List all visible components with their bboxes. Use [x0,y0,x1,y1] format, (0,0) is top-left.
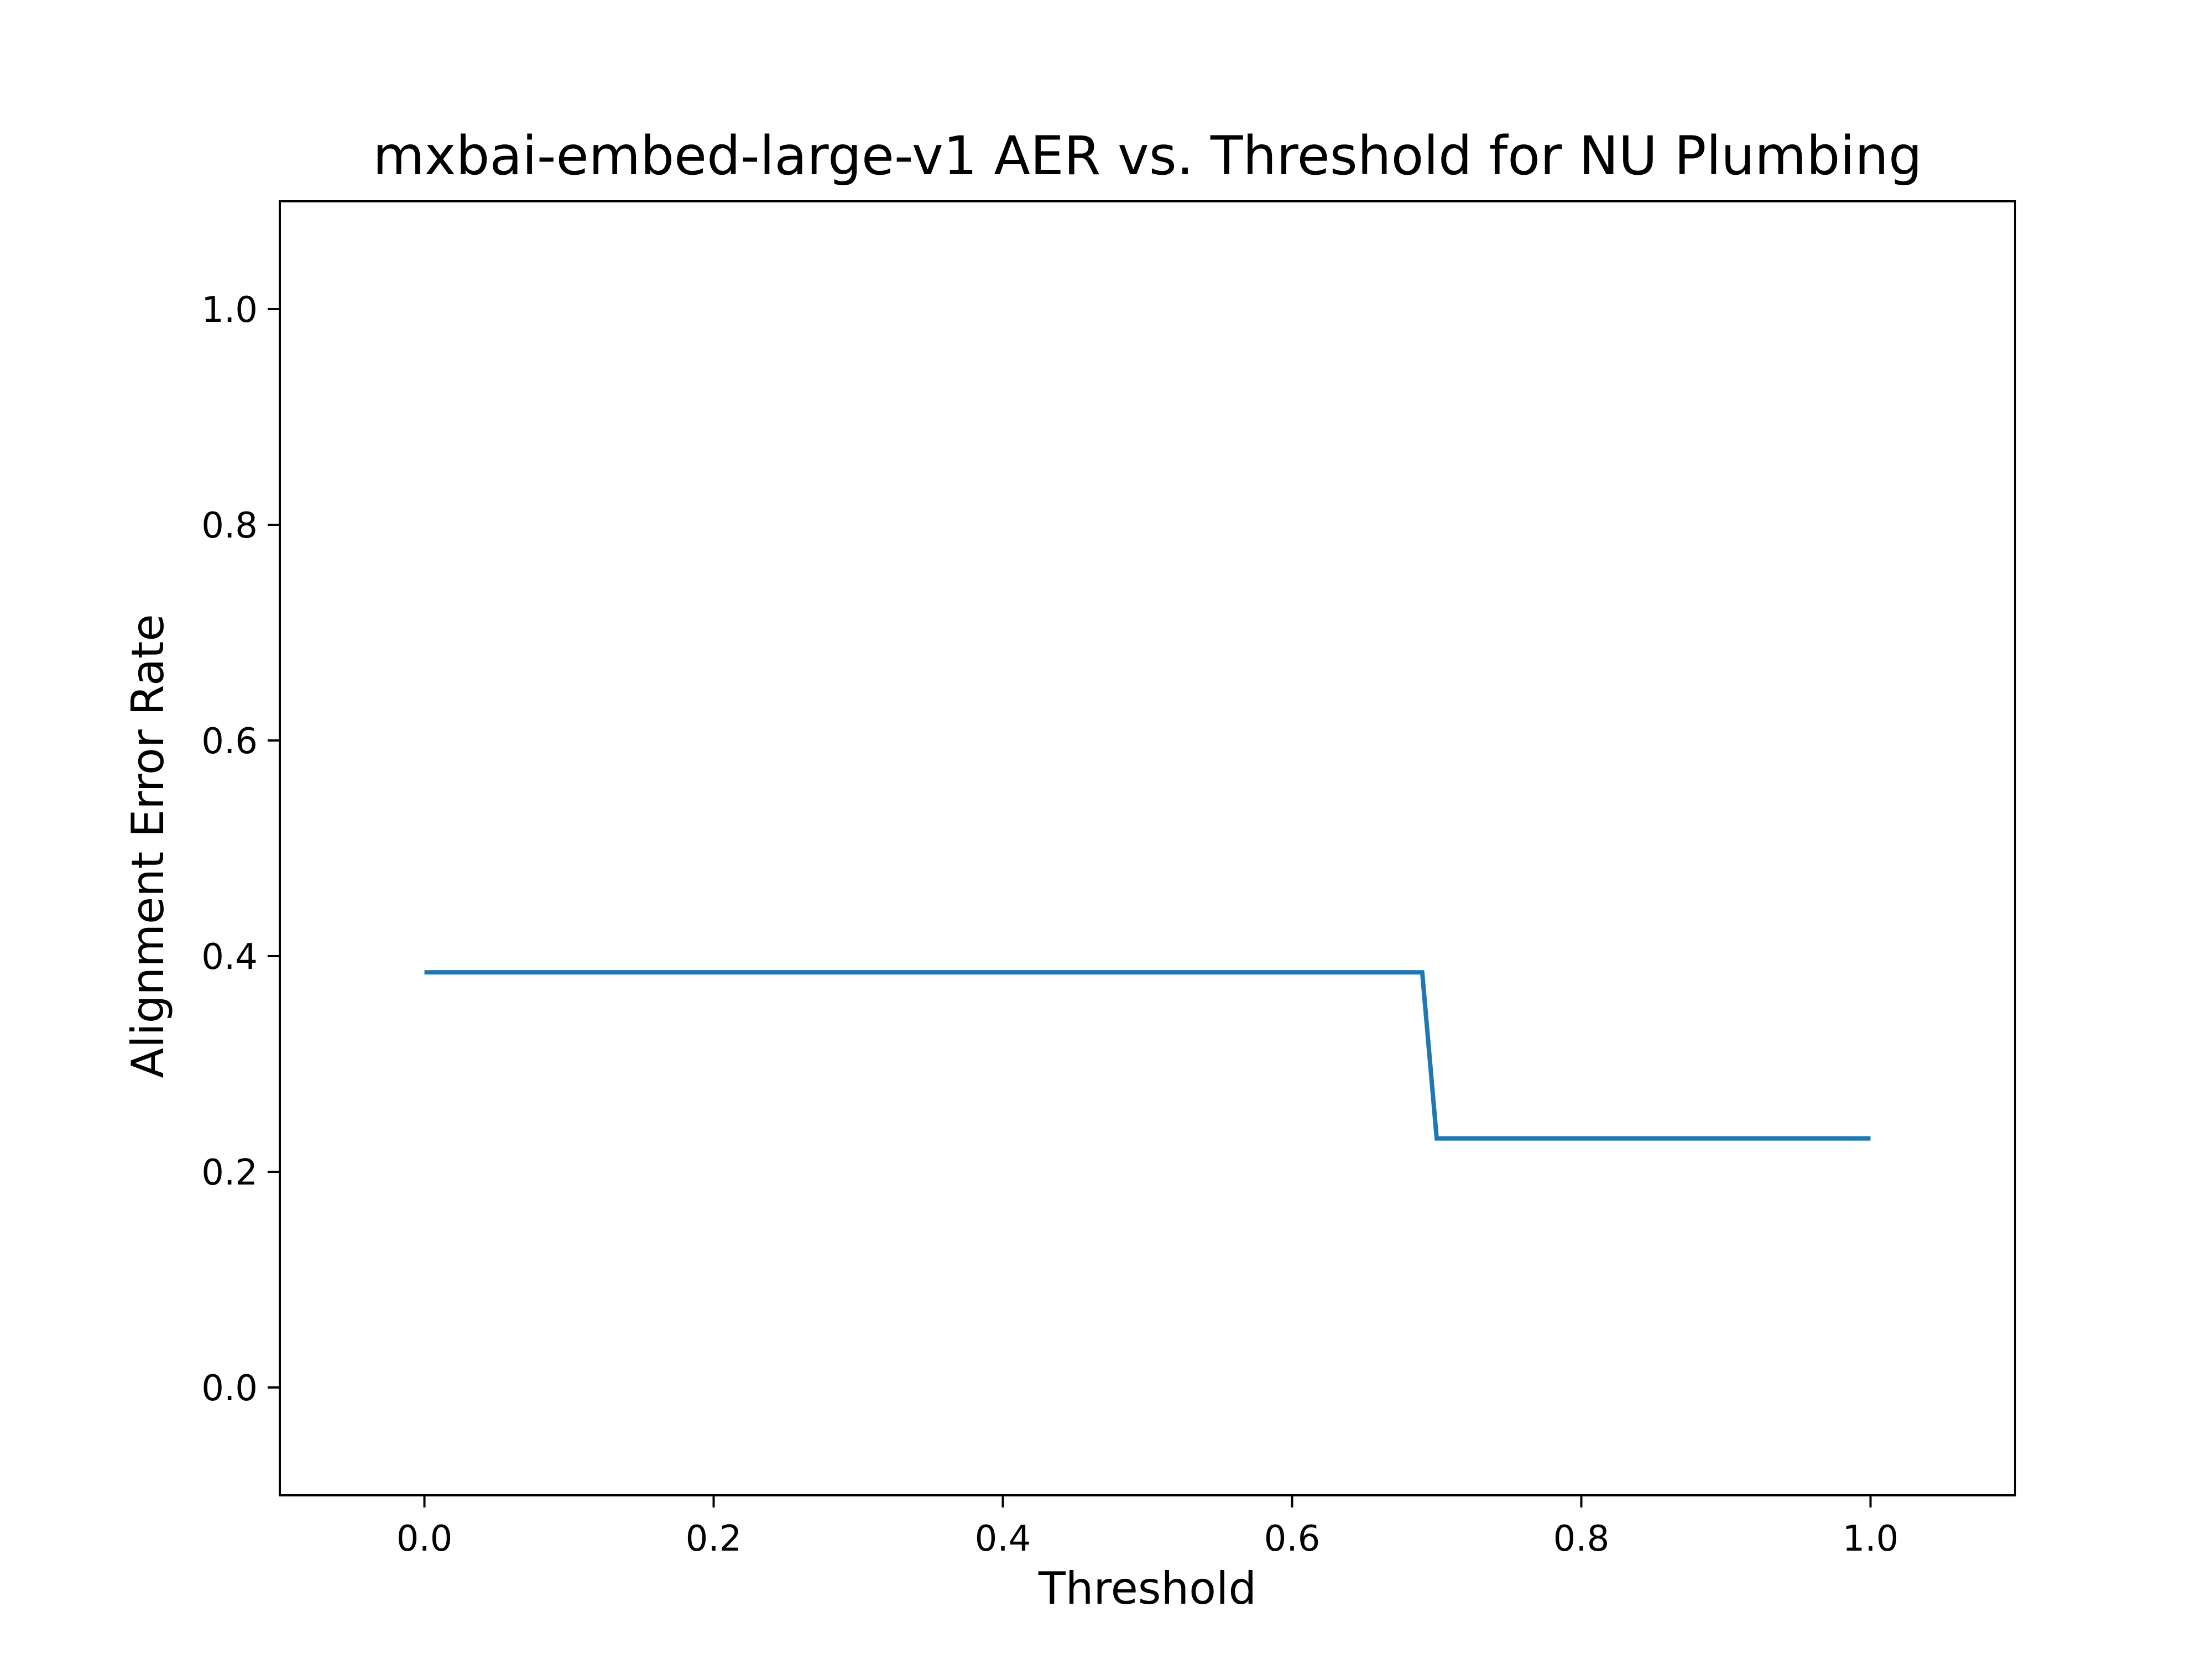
series-line-0 [424,970,1871,1141]
y-tick-label: 1.0 [201,290,258,331]
x-tick-label: 0.2 [686,1519,742,1559]
x-tick-label: 0.8 [1553,1519,1610,1559]
x-tick-label: 0.6 [1264,1519,1321,1559]
y-axis: 0.0 0.2 0.4 0.6 0.8 1.0 [201,290,280,1409]
y-tick-label: 0.6 [201,721,258,762]
series-layer [424,970,1871,1141]
x-tick-label: 0.0 [397,1519,453,1559]
axes-frame [279,200,2016,1496]
chart-title: mxbai-embed-large-v1 AER vs. Threshold f… [373,125,1922,187]
y-tick-label: 0.8 [201,505,258,546]
plot-area [279,200,2016,1496]
y-tick-label: 0.2 [201,1152,258,1193]
x-axis-label: Threshold [1038,1563,1256,1614]
y-tick-label: 0.0 [201,1368,258,1409]
x-axis: 0.0 0.2 0.4 0.6 0.8 1.0 [397,1495,1899,1559]
y-axis-label: Alignment Error Rate [122,614,174,1078]
x-tick-label: 0.4 [975,1519,1031,1559]
x-tick-label: 1.0 [1843,1519,1899,1559]
y-tick-label: 0.4 [201,937,258,978]
